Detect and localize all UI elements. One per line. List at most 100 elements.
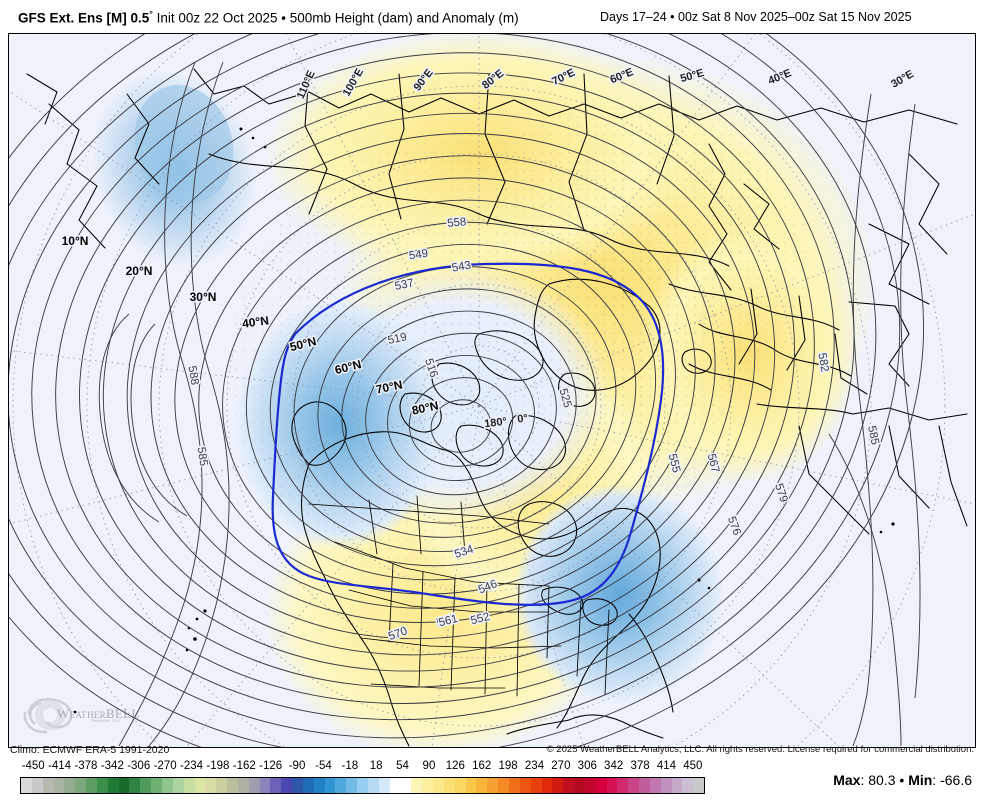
significance-stipple	[229, 104, 809, 594]
colorbar-tick: 234	[524, 760, 545, 772]
colorbar-tick: 342	[604, 760, 624, 772]
colorbar-swatch	[660, 778, 672, 793]
colorbar-swatch	[400, 778, 412, 793]
colorbar-tick: 162	[472, 760, 492, 772]
colorbar-tick: -414	[48, 760, 72, 772]
contour-label: 588	[185, 365, 200, 386]
colorbar-swatch	[574, 778, 585, 793]
colorbar-swatch	[552, 778, 564, 793]
max-value: 80.3	[868, 772, 896, 788]
colorbar[interactable]	[20, 777, 705, 794]
max-min-readout: Max: 80.3 • Min: -66.6	[833, 772, 972, 788]
colorbar-swatch	[118, 778, 130, 793]
colorbar-swatch	[107, 778, 119, 793]
colorbar-tick: -198	[206, 760, 230, 772]
colorbar-swatch	[693, 778, 705, 793]
contour-value-labels: 5885855855825795765705675675615585555525…	[184, 215, 882, 645]
colorbar-swatch	[302, 778, 314, 793]
colorbar-tick: 378	[630, 760, 650, 772]
colorbar-swatch	[422, 778, 434, 793]
field-name: 500mb Height (dam) and Anomaly (m)	[289, 10, 519, 26]
colorbar-swatch	[639, 778, 650, 793]
colorbar-swatch	[313, 778, 325, 793]
colorbar-tick: -18	[341, 760, 359, 772]
page-title: GFS Ext. Ens [M] 0.5° Init 00z 22 Oct 20…	[18, 9, 519, 26]
anomaly-negative-nw-pacific-core	[134, 85, 234, 203]
min-value: -66.6	[940, 772, 972, 788]
colorbar-swatch	[606, 778, 618, 793]
title-bullet-1: •	[281, 10, 286, 26]
colorbar-swatch	[86, 778, 97, 793]
colorbar-tick: 450	[683, 760, 703, 772]
colorbar-swatch	[465, 778, 477, 793]
colorbar-swatch	[281, 778, 293, 793]
colorbar-swatch	[508, 778, 520, 793]
colorbar-swatch	[237, 778, 249, 793]
climatology-note: Climo: ECMWF ERA-5 1991-2020	[10, 744, 170, 756]
height-contours	[9, 34, 924, 747]
colorbar-tick-labels: -450 -414 -378 -342 -306 -270 -234 -198 -162 -126…	[0, 760, 720, 776]
colorbar-swatch	[324, 778, 336, 793]
colorbar-swatch	[270, 778, 282, 793]
colorbar-swatch	[248, 778, 260, 793]
colorbar-tick: 54	[396, 760, 409, 772]
latitude-label: 40°N	[241, 313, 269, 331]
colorbar-swatch	[563, 778, 575, 793]
colorbar-tick: 90	[422, 760, 436, 772]
colorbar-swatch	[530, 778, 542, 793]
contour-label: 582	[815, 352, 830, 373]
colorbar-swatch	[64, 778, 76, 793]
colorbar-swatch	[649, 778, 661, 793]
colorbar-swatch	[216, 778, 228, 793]
colorbar-tick: 414	[656, 760, 677, 772]
contour-label: 519	[387, 331, 408, 347]
resolution-degree-symbol: °	[149, 9, 153, 19]
model-name: GFS Ext. Ens [M] 0.5	[18, 10, 150, 26]
colorbar-swatch	[140, 778, 152, 793]
colorbar-block: -450 -414 -378 -342 -306 -270 -234 -198 -162 -126…	[0, 760, 984, 808]
colorbar-tick: 306	[577, 760, 597, 772]
colorbar-swatch	[292, 778, 303, 793]
colorbar-swatch	[129, 778, 141, 793]
longitude-label: 0°	[517, 412, 529, 425]
colorbar-swatch	[433, 778, 444, 793]
colorbar-tick: -378	[74, 760, 98, 772]
colorbar-swatch	[595, 778, 607, 793]
colorbar-swatch	[584, 778, 596, 793]
colorbar-swatch	[31, 778, 43, 793]
colorbar-swatch	[151, 778, 162, 793]
colorbar-swatch	[96, 778, 108, 793]
colorbar-swatch	[194, 778, 206, 793]
colorbar-swatch	[227, 778, 238, 793]
contour-label: 543	[451, 259, 472, 274]
colorbar-tick: -306	[127, 760, 151, 772]
colorbar-tick: -270	[153, 760, 177, 772]
colorbar-swatch	[454, 778, 466, 793]
weather-map[interactable]: 588 585 585 582 579 576 570 567 567 561 558 555 552 5…	[8, 33, 976, 748]
colorbar-tick: -234	[179, 760, 204, 772]
latitude-label: 10°N	[62, 234, 89, 248]
contour-label: 558	[447, 216, 467, 230]
copyright-notice: © 2025 WeatherBELL Analytics, LLC. All r…	[546, 744, 974, 755]
colorbar-swatch	[541, 778, 553, 793]
colorbar-tick: -162	[232, 760, 256, 772]
colorbar-swatch	[671, 778, 683, 793]
colorbar-swatch	[476, 778, 488, 793]
colorbar-swatch	[172, 778, 184, 793]
colorbar-swatch	[205, 778, 217, 793]
max-label: Max	[833, 772, 861, 788]
colorbar-swatch	[357, 778, 368, 793]
colorbar-swatch	[617, 778, 629, 793]
colorbar-swatch	[498, 778, 509, 793]
header-bar: GFS Ext. Ens [M] 0.5° Init 00z 22 Oct 20…	[0, 0, 984, 32]
colorbar-swatch	[443, 778, 455, 793]
colorbar-swatch	[411, 778, 423, 793]
contour-label: 537	[394, 277, 415, 293]
colorbar-swatch	[378, 778, 390, 793]
colorbar-swatch	[259, 778, 271, 793]
maxmin-bullet: •	[899, 772, 905, 788]
colorbar-swatch	[368, 778, 379, 793]
colorbar-tick: 198	[498, 760, 518, 772]
map-canvas: 5885855855825795765705675675615585555525…	[9, 34, 975, 747]
colorbar-swatch	[75, 778, 87, 793]
